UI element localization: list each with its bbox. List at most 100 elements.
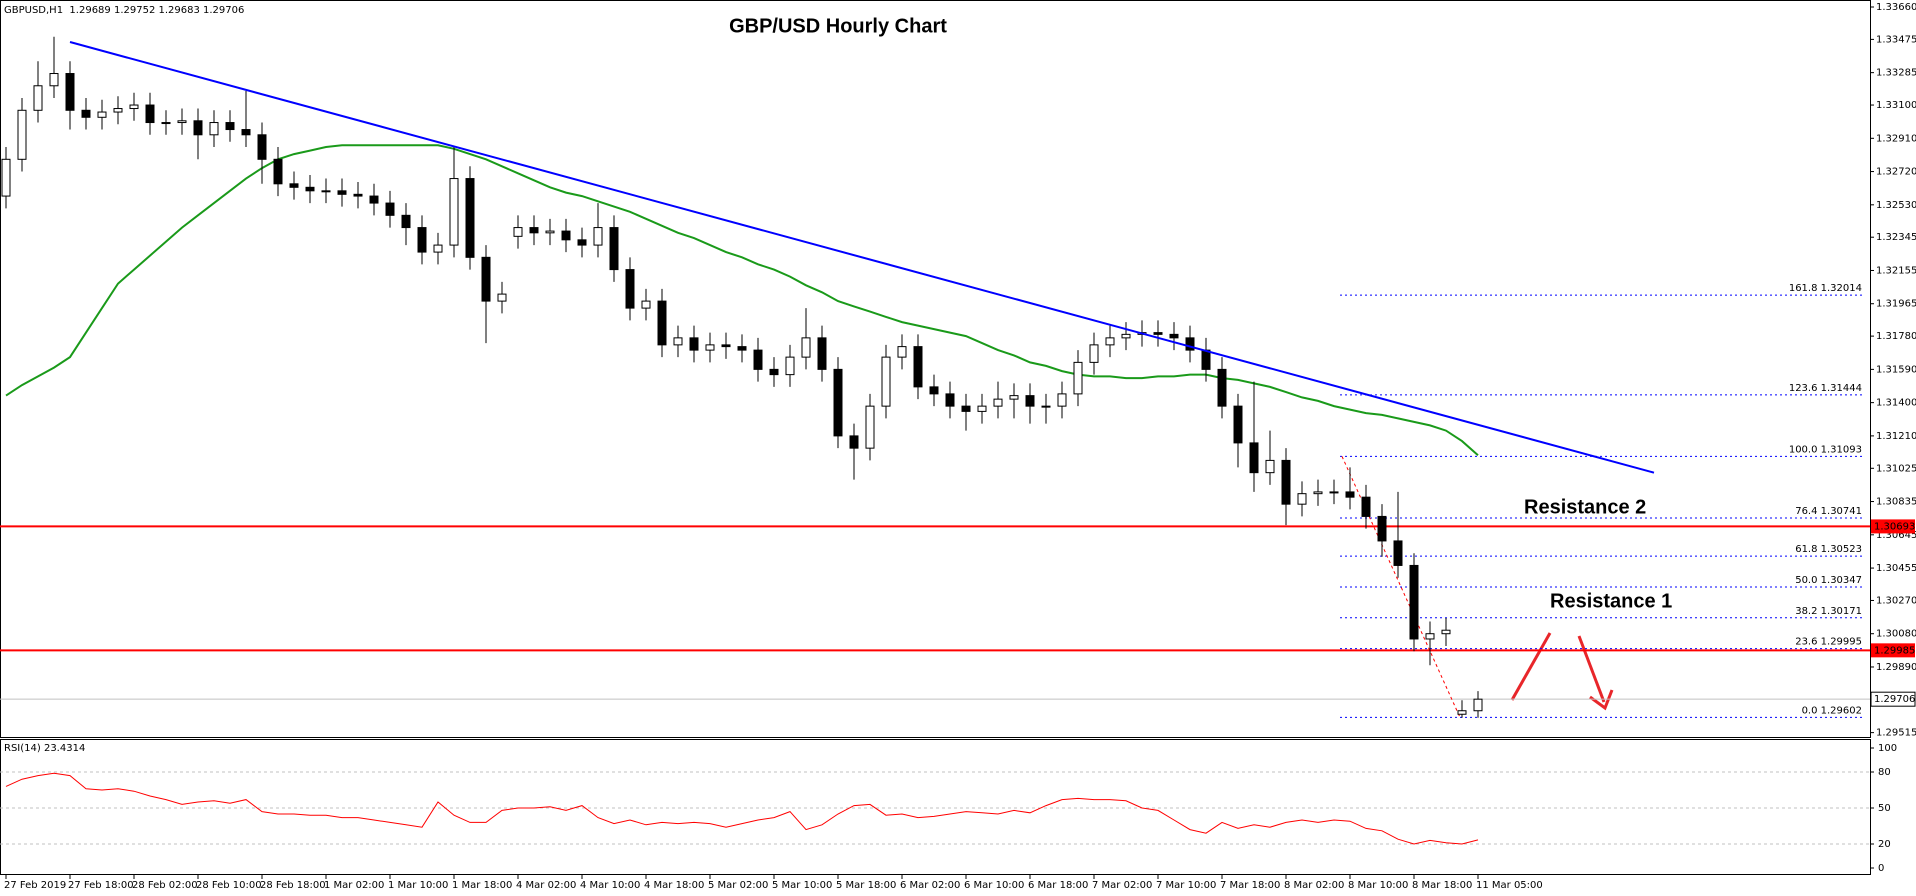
- level-tag: [1871, 643, 1915, 658]
- y-tick-label: 1.32345: [1876, 232, 1916, 243]
- y-tick-label: 1.31210: [1876, 431, 1916, 442]
- candle-body: [241, 129, 251, 136]
- y-tick-label: 1.30645: [1876, 530, 1916, 541]
- x-tick-label: 4 Mar 18:00: [644, 880, 704, 891]
- y-tick-label: 1.32720: [1876, 167, 1916, 178]
- candle-body: [913, 346, 923, 388]
- candle-body: [177, 120, 187, 124]
- y-tick-label: 1.30835: [1876, 497, 1916, 508]
- candle-body: [657, 300, 667, 346]
- x-tick-label: 7 Mar 02:00: [1092, 880, 1152, 891]
- candle-body: [817, 337, 827, 370]
- x-tick-label: 1 Mar 18:00: [452, 880, 512, 891]
- candle-body: [1281, 459, 1291, 505]
- x-tick-label: 5 Mar 18:00: [836, 880, 896, 891]
- candle-body: [17, 109, 27, 160]
- current-price-label: 1.29706: [1874, 694, 1915, 705]
- arrow-head: [1589, 689, 1614, 711]
- candle-body: [929, 386, 939, 395]
- candle-body: [785, 356, 795, 376]
- candle-body: [97, 111, 107, 118]
- rsi-frame: [0, 739, 1871, 875]
- y-tick-label: 1.32910: [1876, 133, 1916, 144]
- candle-body: [641, 300, 651, 309]
- moving-average: [5, 144, 1479, 456]
- y-tick-label: 1.31780: [1876, 331, 1916, 342]
- fib-label: 38.2 1.30171: [1795, 606, 1862, 617]
- candle-body: [417, 227, 427, 253]
- x-tick-label: 4 Mar 02:00: [516, 880, 576, 891]
- rsi-tick-label: 50: [1878, 803, 1891, 814]
- candle-body: [945, 393, 955, 407]
- candle-body: [1073, 361, 1083, 395]
- candle-body: [673, 337, 683, 346]
- trendline: [69, 41, 1655, 474]
- candle-body: [1057, 393, 1067, 407]
- x-tick-label: 28 Feb 18:00: [260, 880, 326, 891]
- candle-body: [625, 269, 635, 309]
- candle-body: [1201, 349, 1211, 370]
- candle-body: [1025, 395, 1035, 407]
- fib-label: 100.0 1.31093: [1789, 444, 1862, 455]
- y-tick-label: 1.30455: [1876, 563, 1916, 574]
- rsi-tick-label: 20: [1878, 839, 1891, 850]
- candle-body: [1121, 333, 1131, 339]
- candle-body: [449, 178, 459, 246]
- arrows: [1510, 632, 1614, 711]
- x-tick-label: 6 Mar 18:00: [1028, 880, 1088, 891]
- candle-body: [81, 109, 91, 118]
- candle-body: [33, 85, 43, 111]
- candle-body: [1441, 629, 1451, 635]
- candle-body: [1473, 698, 1483, 712]
- candle-body: [1169, 333, 1179, 339]
- candle-body: [1345, 491, 1355, 498]
- candle-body: [881, 356, 891, 407]
- x-tick-label: 8 Mar 18:00: [1412, 880, 1472, 891]
- candle-body: [993, 398, 1003, 407]
- candle-body: [161, 122, 171, 125]
- x-tick-label: 7 Mar 18:00: [1220, 880, 1280, 891]
- arrow-down: [1577, 635, 1606, 703]
- candle-body: [1265, 459, 1275, 474]
- rsi-label: RSI(14) 23.4314: [4, 743, 85, 754]
- x-tick-label: 8 Mar 02:00: [1284, 880, 1344, 891]
- y-tick-label: 1.29515: [1876, 728, 1916, 739]
- candle-body: [145, 104, 155, 124]
- arrow-up: [1510, 632, 1552, 701]
- candle-body: [961, 405, 971, 412]
- y-tick-label: 1.29890: [1876, 662, 1916, 673]
- candle-body: [129, 104, 139, 110]
- candle-body: [545, 230, 555, 234]
- x-tick-label: 8 Mar 10:00: [1348, 880, 1408, 891]
- candle-body: [865, 405, 875, 449]
- fib-label: 76.4 1.30741: [1795, 506, 1862, 517]
- x-tick-label: 28 Feb 10:00: [196, 880, 262, 891]
- candle-body: [1377, 515, 1387, 542]
- y-tick-label: 1.32155: [1876, 265, 1916, 276]
- candle-body: [1, 158, 11, 197]
- candle-body: [753, 349, 763, 370]
- fib-label: 23.6 1.29995: [1795, 637, 1862, 648]
- fib-label: 61.8 1.30523: [1795, 544, 1862, 555]
- current-price-tag: [1870, 691, 1916, 707]
- x-tick-label: 28 Feb 02:00: [132, 880, 198, 891]
- y-tick-label: 1.32530: [1876, 200, 1916, 211]
- y-tick-label: 1.30080: [1876, 629, 1916, 640]
- y-tick-label: 1.30270: [1876, 595, 1916, 606]
- y-tick-label: 1.33660: [1876, 2, 1916, 13]
- candle-body: [225, 122, 235, 131]
- candle-body: [353, 193, 363, 197]
- candle-body: [369, 195, 379, 204]
- candle-body: [497, 293, 507, 302]
- level-tag: [1871, 519, 1915, 534]
- x-tick-label: 11 Mar 05:00: [1476, 880, 1543, 891]
- x-tick-label: 27 Feb 18:00: [68, 880, 134, 891]
- fib-label: 0.0 1.29602: [1802, 705, 1862, 716]
- candle-body: [1009, 395, 1019, 400]
- level-tag-label: 1.29985: [1874, 645, 1915, 656]
- candle-body: [801, 337, 811, 358]
- candle-body: [977, 405, 987, 412]
